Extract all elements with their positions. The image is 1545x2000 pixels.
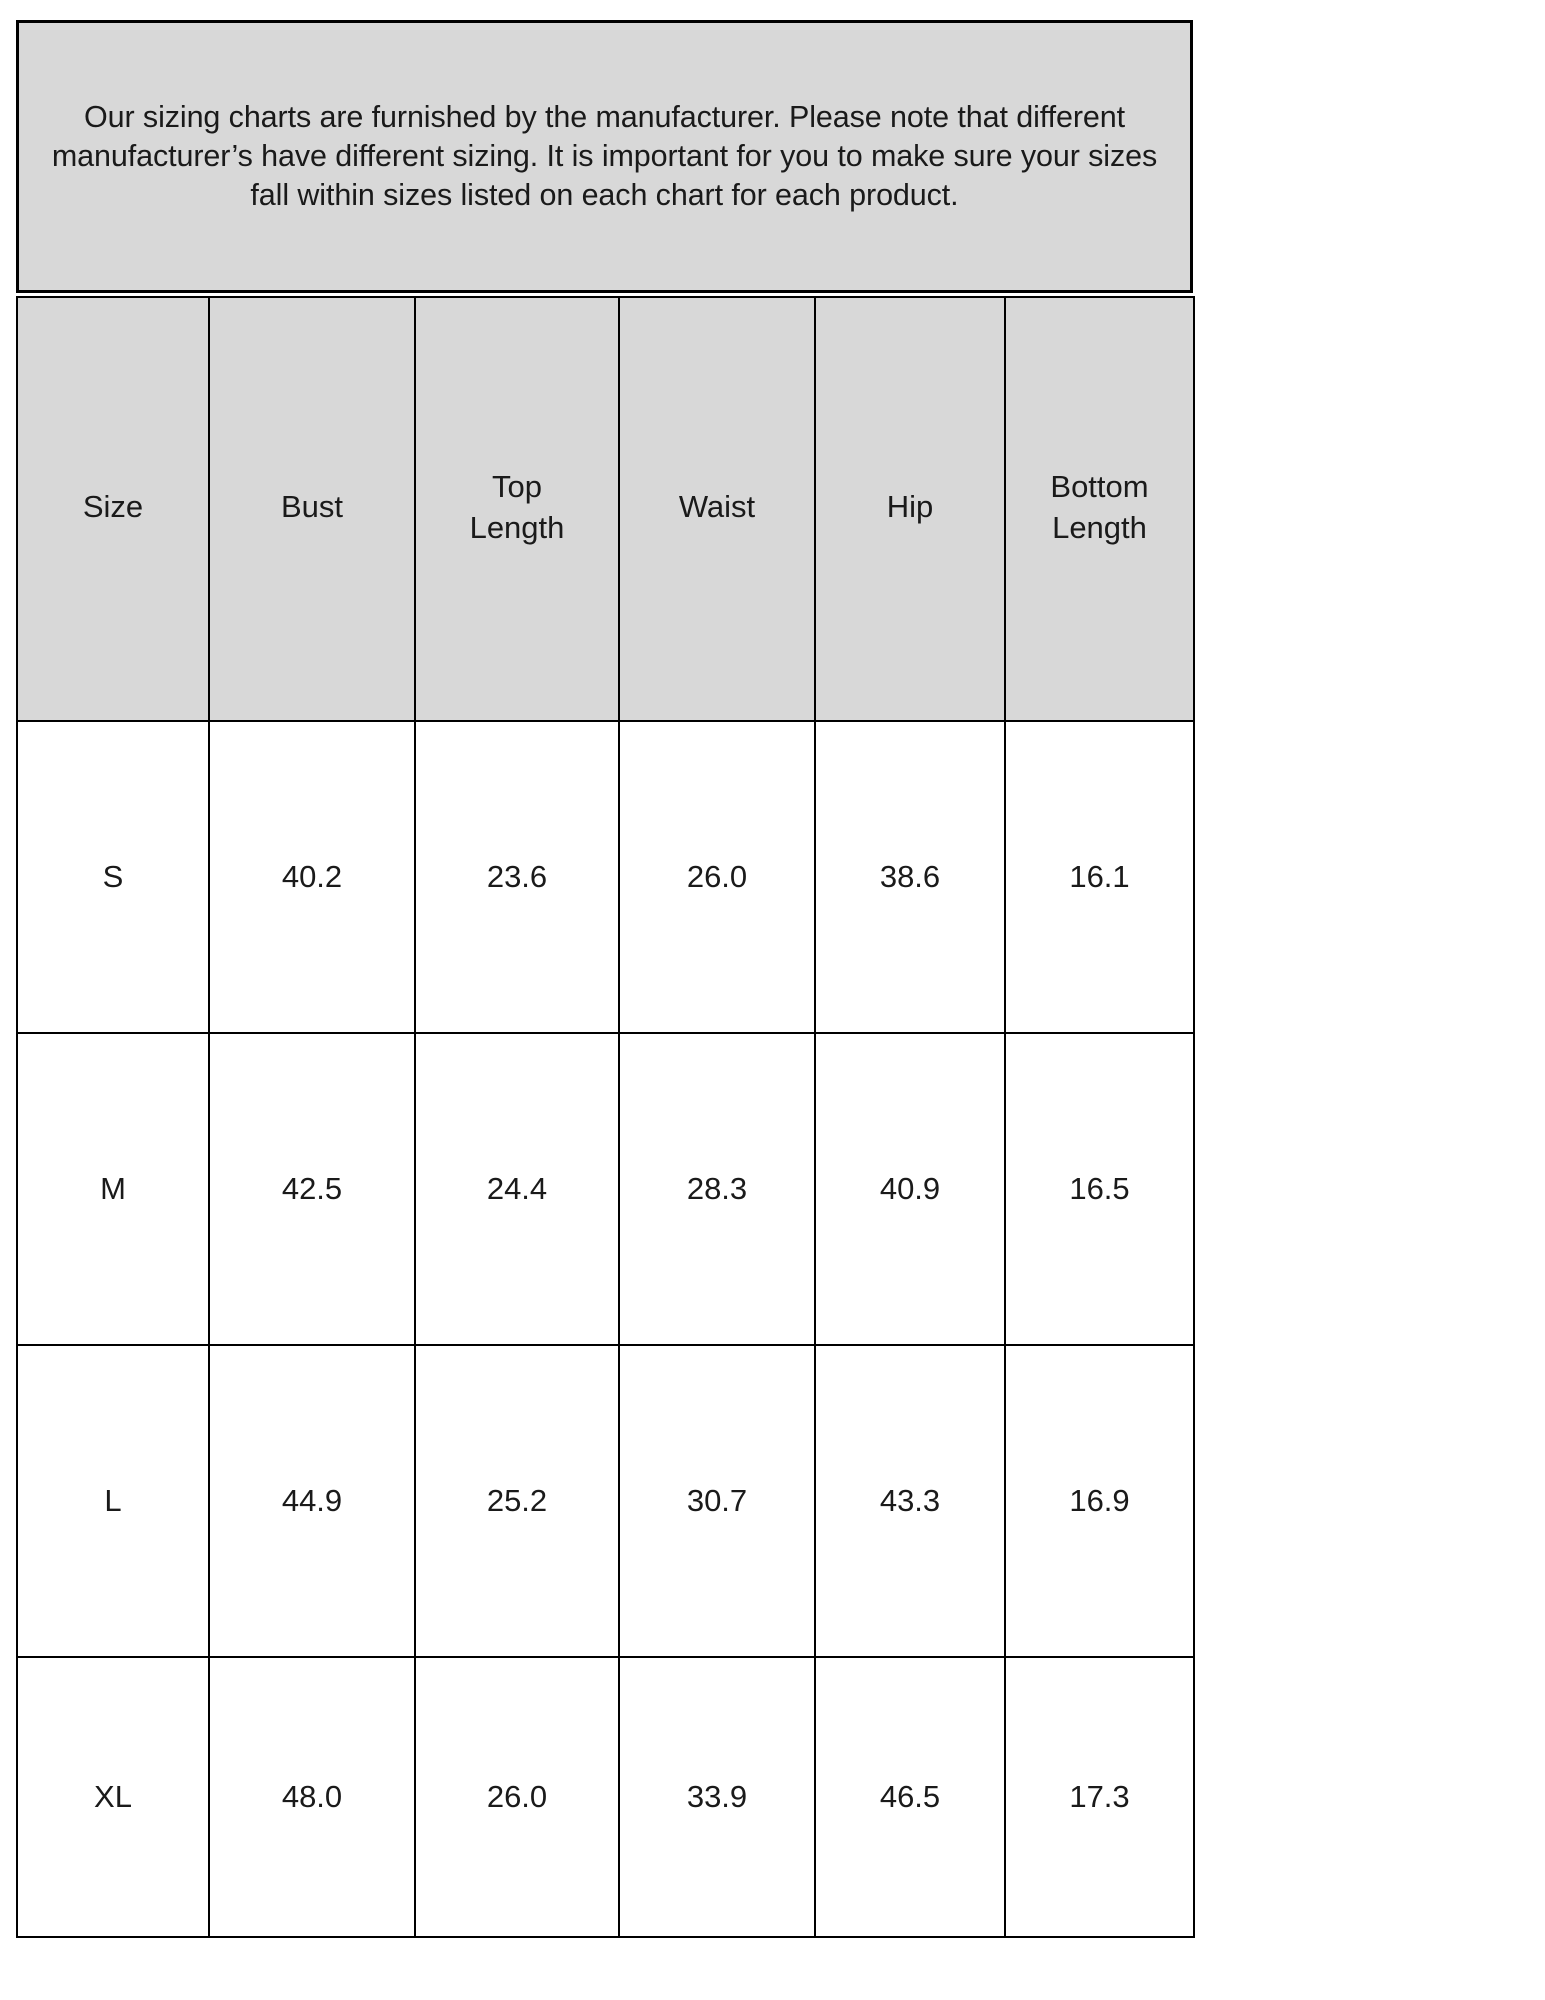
cell-bottom-length: 16.9: [1004, 1344, 1195, 1658]
cell-top-length: 24.4: [414, 1032, 620, 1346]
sizing-note-text: Our sizing charts are furnished by the m…: [51, 100, 1158, 212]
size-chart-table: Size Bust Top Length Waist Hip Bottom Le…: [16, 296, 1195, 1938]
column-header-top-length: Top Length: [414, 296, 620, 722]
column-header-bottom-length-label: Bottom Length: [1050, 468, 1149, 545]
column-header-hip: Hip: [814, 296, 1006, 722]
cell-bottom-length: 17.3: [1004, 1656, 1195, 1938]
column-header-top-length-label: Top Length: [469, 468, 565, 545]
cell-waist: 26.0: [618, 720, 816, 1034]
cell-size: XL: [16, 1656, 210, 1938]
table-row: L 44.9 25.2 30.7 43.3 16.9: [16, 1344, 1195, 1658]
cell-hip: 46.5: [814, 1656, 1006, 1938]
cell-waist: 30.7: [618, 1344, 816, 1658]
table-row: S 40.2 23.6 26.0 38.6 16.1: [16, 720, 1195, 1034]
column-header-waist-label: Waist: [678, 489, 756, 525]
cell-bottom-length: 16.1: [1004, 720, 1195, 1034]
cell-hip: 38.6: [814, 720, 1006, 1034]
cell-top-length: 25.2: [414, 1344, 620, 1658]
column-header-hip-label: Hip: [886, 489, 934, 525]
table-body: S 40.2 23.6 26.0 38.6 16.1 M 42.5 24.4 2…: [16, 720, 1195, 1938]
column-header-bust: Bust: [208, 296, 416, 722]
column-header-bust-label: Bust: [280, 489, 344, 525]
cell-bust: 42.5: [208, 1032, 416, 1346]
column-header-size-label: Size: [82, 489, 144, 525]
cell-hip: 43.3: [814, 1344, 1006, 1658]
cell-size: L: [16, 1344, 210, 1658]
cell-bust: 44.9: [208, 1344, 416, 1658]
cell-waist: 33.9: [618, 1656, 816, 1938]
cell-bottom-length: 16.5: [1004, 1032, 1195, 1346]
cell-waist: 28.3: [618, 1032, 816, 1346]
table-row: XL 48.0 26.0 33.9 46.5 17.3: [16, 1656, 1195, 1938]
column-header-bottom-length: Bottom Length: [1004, 296, 1195, 722]
cell-bust: 48.0: [208, 1656, 416, 1938]
cell-size: S: [16, 720, 210, 1034]
table-header-row: Size Bust Top Length Waist Hip Bottom Le…: [16, 296, 1195, 722]
table-row: M 42.5 24.4 28.3 40.9 16.5: [16, 1032, 1195, 1346]
column-header-waist: Waist: [618, 296, 816, 722]
sizing-note-box: Our sizing charts are furnished by the m…: [16, 20, 1193, 293]
cell-bust: 40.2: [208, 720, 416, 1034]
cell-size: M: [16, 1032, 210, 1346]
cell-hip: 40.9: [814, 1032, 1006, 1346]
cell-top-length: 26.0: [414, 1656, 620, 1938]
table-header: Size Bust Top Length Waist Hip Bottom Le…: [16, 296, 1195, 722]
column-header-size: Size: [16, 296, 210, 722]
cell-top-length: 23.6: [414, 720, 620, 1034]
